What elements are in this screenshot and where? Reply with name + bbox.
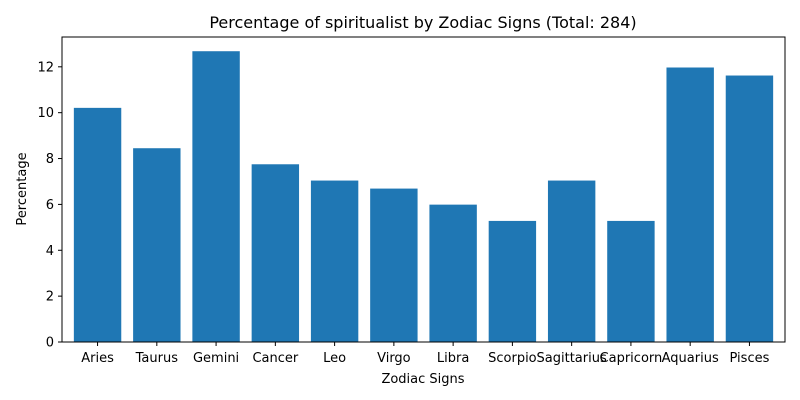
x-tick-label: Virgo	[377, 351, 411, 366]
bars-group	[73, 51, 774, 343]
x-tick-label: Scorpio	[488, 351, 537, 366]
y-axis-label: Percentage	[15, 152, 30, 225]
y-tick-label: 6	[46, 198, 54, 213]
y-tick-label: 12	[37, 60, 54, 75]
x-tick-label: Sagittarius	[537, 351, 607, 366]
bar-virgo	[370, 188, 418, 342]
x-tick-label: Taurus	[135, 351, 179, 366]
x-tick-label: Gemini	[193, 351, 239, 366]
y-axis-ticks: 0 2 4 6 8 10 12	[37, 60, 62, 351]
y-tick-label: 0	[46, 336, 54, 351]
x-axis-ticks: Aries Taurus Gemini Cancer Leo Virgo Libra Scor…	[81, 342, 770, 366]
bar-gemini	[192, 51, 240, 342]
x-tick-label: Capricorn	[600, 351, 663, 366]
bar-scorpio	[488, 220, 537, 342]
bar-cancer	[251, 164, 300, 342]
bar-libra	[429, 204, 477, 342]
plot-frame	[61, 36, 786, 343]
y-tick-label: 10	[37, 106, 54, 121]
x-axis-label: Zodiac Signs	[381, 372, 464, 387]
bar-leo	[310, 180, 359, 342]
bar-sagittarius	[547, 180, 596, 342]
x-tick-label: Aries	[81, 351, 114, 366]
bar-aquarius	[666, 67, 714, 342]
bar-pisces	[725, 75, 774, 343]
x-tick-label: Leo	[323, 351, 346, 366]
y-tick-label: 8	[46, 152, 54, 167]
bar-capricorn	[607, 220, 655, 342]
y-tick-label: 2	[46, 290, 54, 305]
chart-title: Percentage of spiritualist by Zodiac Sig…	[209, 13, 636, 32]
x-tick-label: Cancer	[252, 351, 298, 366]
x-tick-label: Aquarius	[662, 351, 719, 366]
x-tick-label: Pisces	[730, 351, 770, 366]
bar-aries	[73, 107, 122, 342]
bar-taurus	[133, 148, 181, 342]
x-tick-label: Libra	[437, 351, 469, 366]
y-tick-label: 4	[46, 244, 54, 259]
